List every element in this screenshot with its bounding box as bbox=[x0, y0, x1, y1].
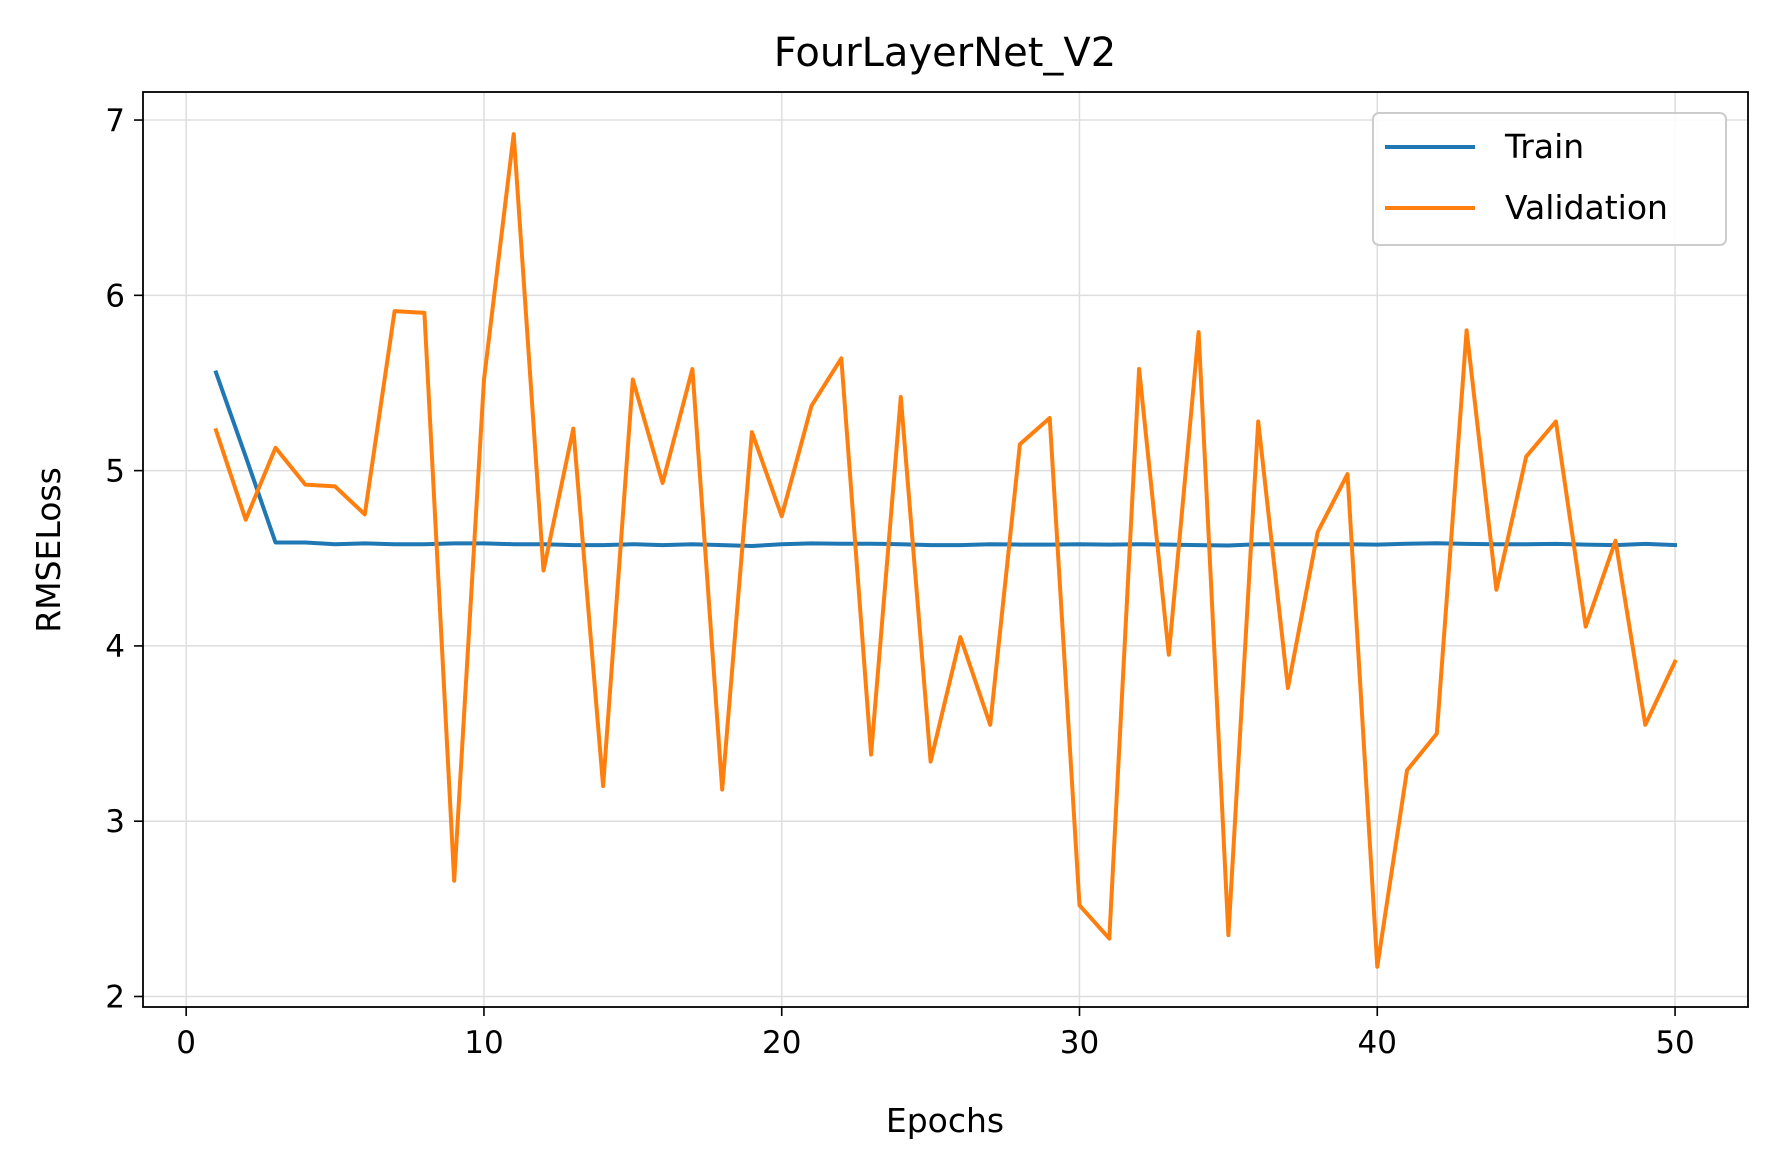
y-axis-ticks: 2 3 4 5 6 7 bbox=[105, 103, 143, 1015]
y-tick-label: 7 bbox=[105, 103, 125, 139]
y-axis-label: RMSELoss bbox=[29, 467, 68, 633]
x-tick-label: 50 bbox=[1655, 1025, 1694, 1061]
y-tick-label: 4 bbox=[105, 629, 125, 665]
x-tick-label: 20 bbox=[762, 1025, 801, 1061]
x-axis-ticks: 0 10 20 30 40 50 bbox=[176, 1007, 1695, 1061]
plot-frame bbox=[142, 91, 1749, 1008]
x-tick-label: 10 bbox=[464, 1025, 503, 1061]
legend-label-train: Train bbox=[1504, 127, 1584, 166]
series-line-train bbox=[213, 369, 1678, 548]
x-tick-label: 40 bbox=[1358, 1025, 1397, 1061]
y-tick-label: 5 bbox=[105, 454, 125, 490]
chart-title: FourLayerNet_V2 bbox=[774, 30, 1116, 76]
y-tick-label: 2 bbox=[105, 979, 125, 1015]
series-line-validation bbox=[213, 132, 1678, 969]
legend-label-validation: Validation bbox=[1505, 188, 1668, 227]
series-lines bbox=[213, 132, 1678, 969]
legend: Train Validation bbox=[1372, 112, 1727, 246]
x-tick-label: 0 bbox=[176, 1025, 196, 1061]
y-tick-label: 3 bbox=[105, 804, 125, 840]
x-axis-label: Epochs bbox=[886, 1101, 1004, 1140]
y-tick-label: 6 bbox=[105, 278, 125, 314]
x-tick-label: 30 bbox=[1060, 1025, 1099, 1061]
